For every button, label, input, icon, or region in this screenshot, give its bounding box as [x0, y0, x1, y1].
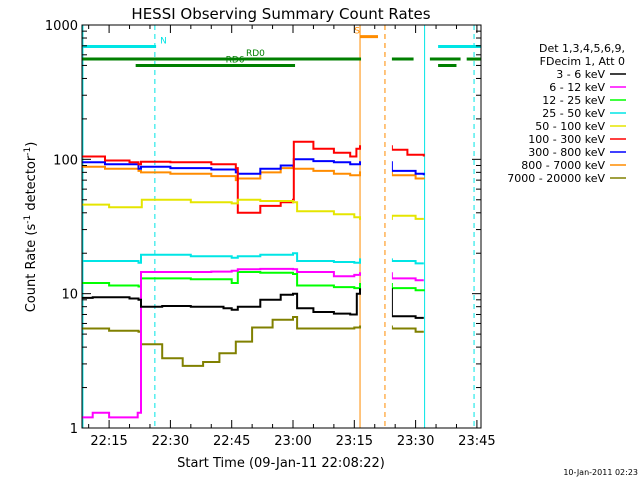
x-tick-label-6: 23:45: [458, 434, 495, 449]
x-tick-label-5: 23:30: [397, 434, 434, 449]
series-line-5: [82, 140, 425, 214]
x-tick-label-1: 22:30: [152, 434, 189, 449]
legend-label-3: 25 - 50 keV: [542, 107, 605, 120]
y-axis-title: Count Rate (s-1 detector-1): [23, 142, 39, 313]
legend-header-1: FDecim 1, Att 0: [540, 55, 625, 68]
legend-label-7: 800 - 7000 keV: [521, 159, 605, 172]
x-tick-label-0: 22:15: [90, 434, 127, 449]
legend-header-0: Det 1,3,4,5,6,9,: [539, 42, 625, 55]
y-tick-label-1: 10: [61, 288, 78, 303]
legend-label-2: 12 - 25 keV: [542, 94, 605, 107]
footer-date: 10-Jan-2011 02:23: [563, 468, 638, 477]
legend-label-5: 100 - 300 keV: [528, 133, 605, 146]
legend-label-8: 7000 - 20000 keV: [507, 172, 605, 185]
flag-rd0-label: RD0: [246, 49, 265, 59]
flag-s-label: S: [354, 27, 360, 37]
legend: Det 1,3,4,5,6,9,FDecim 1, Att 03 - 6 keV…: [507, 42, 626, 185]
legend-label-4: 50 - 100 keV: [535, 120, 605, 133]
plot-frame: [81, 24, 482, 429]
x-tick-label-4: 23:15: [336, 434, 373, 449]
series-line-1: [82, 267, 424, 419]
x-axis-title: Start Time (09-Jan-11 22:08:22): [177, 456, 385, 471]
axes: 22:15 22:30 22:45 23:00 23:15 23:30 23:45 1 10 10…: [45, 19, 496, 449]
flag-rd6-label: RD6: [226, 55, 245, 65]
chart-title: HESSI Observing Summary Count Rates: [131, 5, 430, 23]
x-tick-label-3: 23:00: [274, 434, 311, 449]
legend-label-6: 300 - 800 keV: [528, 146, 605, 159]
y-tick-label-2: 100: [53, 153, 78, 168]
y-tick-label-3: 1000: [45, 19, 78, 34]
flag-n-label: N: [160, 36, 167, 46]
x-tick-label-2: 22:45: [213, 434, 250, 449]
legend-label-0: 3 - 6 keV: [556, 68, 605, 81]
series-line-0: [82, 288, 424, 319]
legend-label-1: 6 - 12 keV: [549, 81, 605, 94]
data-gap: [361, 55, 392, 427]
y-tick-label-0: 1: [70, 422, 78, 437]
